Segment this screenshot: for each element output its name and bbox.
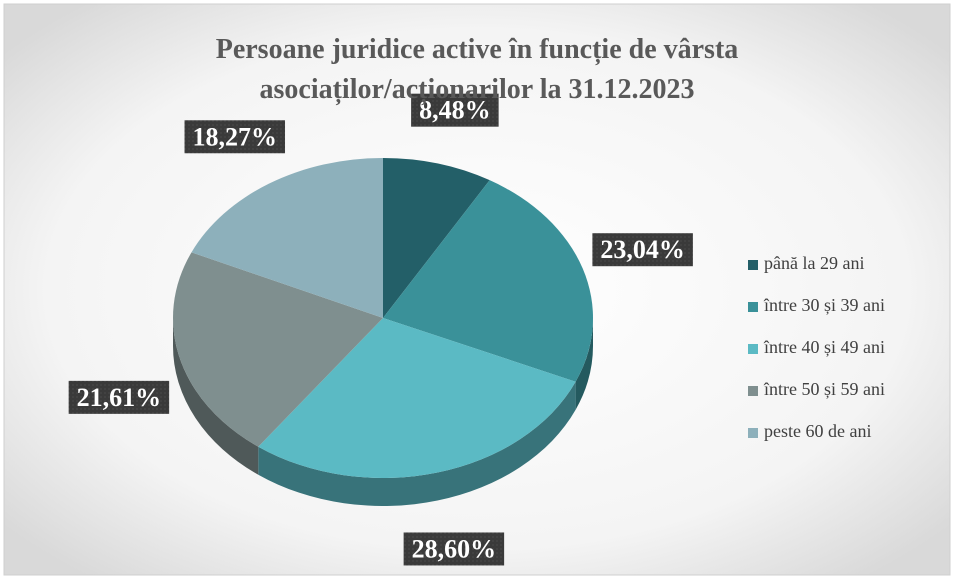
data-label: 28,60% [403,532,505,566]
data-label-box [592,233,693,267]
chart-title: Persoane juridice active în funcție de v… [215,34,739,105]
data-label-text: 18,27% [193,122,278,151]
slice-side [258,381,576,507]
slice [173,252,383,447]
slice [191,158,383,318]
slice-side [173,318,259,475]
pie: 8,48% 23,04% 28,60% 21,61% 18,27% [68,93,693,566]
legend-label: peste 60 de ani [764,421,871,441]
legend-swatch [748,302,758,312]
data-label-text: 21,61% [77,383,162,412]
data-label-text: 8,48% [419,96,491,125]
data-label: 23,04% [592,233,693,267]
data-label-box [411,93,499,127]
data-label-box [68,380,170,414]
data-label: 8,48% [411,93,499,127]
slice [258,318,576,479]
slice-side [575,318,593,410]
legend-label: până la 29 ani [764,253,864,273]
legend-label: între 50 și 59 ani [763,379,885,399]
data-label: 18,27% [184,120,286,154]
data-label-text: 28,60% [412,534,497,563]
legend-label: între 30 și 39 ani [763,295,885,315]
legend: până la 29 ani între 30 și 39 ani între 40… [748,253,885,441]
data-label: 21,61% [68,380,170,414]
legend-swatch [748,386,758,396]
data-label-box [184,120,286,154]
legend-swatch [748,260,758,270]
legend-label: între 40 și 49 ani [763,337,885,357]
slice [383,180,593,382]
slice [383,158,490,318]
data-label-text: 23,04% [600,235,685,264]
legend-swatch [748,344,758,354]
legend-swatch [748,428,758,438]
data-label-box [403,532,505,566]
